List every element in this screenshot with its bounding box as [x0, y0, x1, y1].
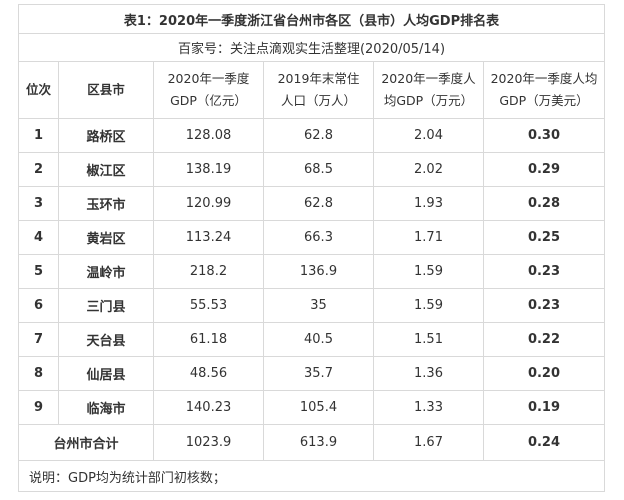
cell-population: 66.3: [263, 220, 374, 255]
cell-rank: 8: [18, 356, 59, 391]
cell-per-capita-usd: 0.29: [483, 152, 605, 187]
cell-per-capita-gdp: 1.36: [373, 356, 484, 391]
table-title: 表1：2020年一季度浙江省台州市各区（县市）人均GDP排名表: [18, 4, 605, 34]
total-gdp: 1023.9: [153, 424, 264, 461]
cell-population: 136.9: [263, 254, 374, 289]
header-gdp: 2020年一季度 GDP（亿元）: [153, 61, 264, 119]
table-row: 7 天台县 61.18 40.5 1.51 0.22: [18, 322, 605, 357]
cell-gdp: 120.99: [153, 186, 264, 221]
cell-per-capita-usd: 0.19: [483, 390, 605, 425]
header-pcgdp-line2: 均GDP（万元）: [383, 93, 474, 108]
cell-gdp: 218.2: [153, 254, 264, 289]
cell-per-capita-gdp: 1.59: [373, 288, 484, 323]
header-gdp-line1: 2020年一季度: [167, 71, 250, 86]
cell-population: 40.5: [263, 322, 374, 357]
header-gdp-line2: GDP（亿元）: [170, 93, 247, 108]
table-row: 3 玉环市 120.99 62.8 1.93 0.28: [18, 186, 605, 221]
cell-gdp: 61.18: [153, 322, 264, 357]
cell-gdp: 138.19: [153, 152, 264, 187]
total-row: 台州市合计 1023.9 613.9 1.67 0.24: [18, 424, 605, 461]
cell-per-capita-gdp: 2.02: [373, 152, 484, 187]
cell-gdp: 140.23: [153, 390, 264, 425]
cell-district: 椒江区: [58, 152, 154, 187]
table-row: 1 路桥区 128.08 62.8 2.04 0.30: [18, 118, 605, 153]
header-pcusd-line2: GDP（万美元）: [499, 93, 589, 108]
header-per-capita-usd: 2020年一季度人均 GDP（万美元）: [483, 61, 605, 119]
cell-per-capita-gdp: 1.93: [373, 186, 484, 221]
header-pcusd-line1: 2020年一季度人均: [490, 71, 598, 86]
cell-population: 68.5: [263, 152, 374, 187]
cell-rank: 4: [18, 220, 59, 255]
total-per-capita-usd: 0.24: [483, 424, 605, 461]
cell-per-capita-usd: 0.23: [483, 288, 605, 323]
header-pop-line2: 人口（万人）: [280, 93, 356, 108]
source-row: 百家号：关注点滴观实生活整理(2020/05/14): [18, 33, 605, 62]
cell-population: 35: [263, 288, 374, 323]
header-pcgdp-line1: 2020年一季度人: [381, 71, 476, 86]
cell-per-capita-gdp: 1.59: [373, 254, 484, 289]
cell-population: 62.8: [263, 118, 374, 153]
gdp-ranking-table: 表1：2020年一季度浙江省台州市各区（县市）人均GDP排名表 百家号：关注点滴…: [18, 4, 605, 492]
total-label: 台州市合计: [18, 424, 154, 461]
cell-district: 黄岩区: [58, 220, 154, 255]
table-row: 5 温岭市 218.2 136.9 1.59 0.23: [18, 254, 605, 289]
cell-gdp: 48.56: [153, 356, 264, 391]
cell-per-capita-usd: 0.20: [483, 356, 605, 391]
cell-rank: 1: [18, 118, 59, 153]
total-population: 613.9: [263, 424, 374, 461]
cell-per-capita-usd: 0.30: [483, 118, 605, 153]
cell-population: 35.7: [263, 356, 374, 391]
header-district: 区县市: [58, 61, 154, 119]
cell-rank: 9: [18, 390, 59, 425]
cell-per-capita-gdp: 2.04: [373, 118, 484, 153]
total-per-capita-gdp: 1.67: [373, 424, 484, 461]
cell-per-capita-gdp: 1.71: [373, 220, 484, 255]
cell-gdp: 55.53: [153, 288, 264, 323]
table-row: 9 临海市 140.23 105.4 1.33 0.19: [18, 390, 605, 425]
header-pop-line1: 2019年末常住: [277, 71, 360, 86]
cell-rank: 6: [18, 288, 59, 323]
header-row: 位次 区县市 2020年一季度 GDP（亿元） 2019年末常住 人口（万人） …: [18, 61, 605, 119]
cell-rank: 5: [18, 254, 59, 289]
cell-district: 仙居县: [58, 356, 154, 391]
cell-rank: 7: [18, 322, 59, 357]
cell-per-capita-gdp: 1.51: [373, 322, 484, 357]
cell-district: 临海市: [58, 390, 154, 425]
header-population: 2019年末常住 人口（万人）: [263, 61, 374, 119]
table-note: 说明：GDP均为统计部门初核数；: [18, 460, 605, 492]
cell-district: 温岭市: [58, 254, 154, 289]
cell-district: 三门县: [58, 288, 154, 323]
table-row: 6 三门县 55.53 35 1.59 0.23: [18, 288, 605, 323]
cell-gdp: 128.08: [153, 118, 264, 153]
cell-population: 62.8: [263, 186, 374, 221]
cell-population: 105.4: [263, 390, 374, 425]
title-row: 表1：2020年一季度浙江省台州市各区（县市）人均GDP排名表: [18, 4, 605, 34]
table-row: 2 椒江区 138.19 68.5 2.02 0.29: [18, 152, 605, 187]
note-row: 说明：GDP均为统计部门初核数；: [18, 460, 605, 492]
cell-district: 玉环市: [58, 186, 154, 221]
cell-gdp: 113.24: [153, 220, 264, 255]
header-per-capita-gdp: 2020年一季度人 均GDP（万元）: [373, 61, 484, 119]
table-row: 4 黄岩区 113.24 66.3 1.71 0.25: [18, 220, 605, 255]
cell-rank: 3: [18, 186, 59, 221]
table-source: 百家号：关注点滴观实生活整理(2020/05/14): [18, 33, 605, 62]
cell-per-capita-gdp: 1.33: [373, 390, 484, 425]
cell-district: 路桥区: [58, 118, 154, 153]
cell-per-capita-usd: 0.28: [483, 186, 605, 221]
cell-rank: 2: [18, 152, 59, 187]
cell-per-capita-usd: 0.23: [483, 254, 605, 289]
table-row: 8 仙居县 48.56 35.7 1.36 0.20: [18, 356, 605, 391]
header-rank: 位次: [18, 61, 59, 119]
cell-per-capita-usd: 0.22: [483, 322, 605, 357]
cell-district: 天台县: [58, 322, 154, 357]
cell-per-capita-usd: 0.25: [483, 220, 605, 255]
